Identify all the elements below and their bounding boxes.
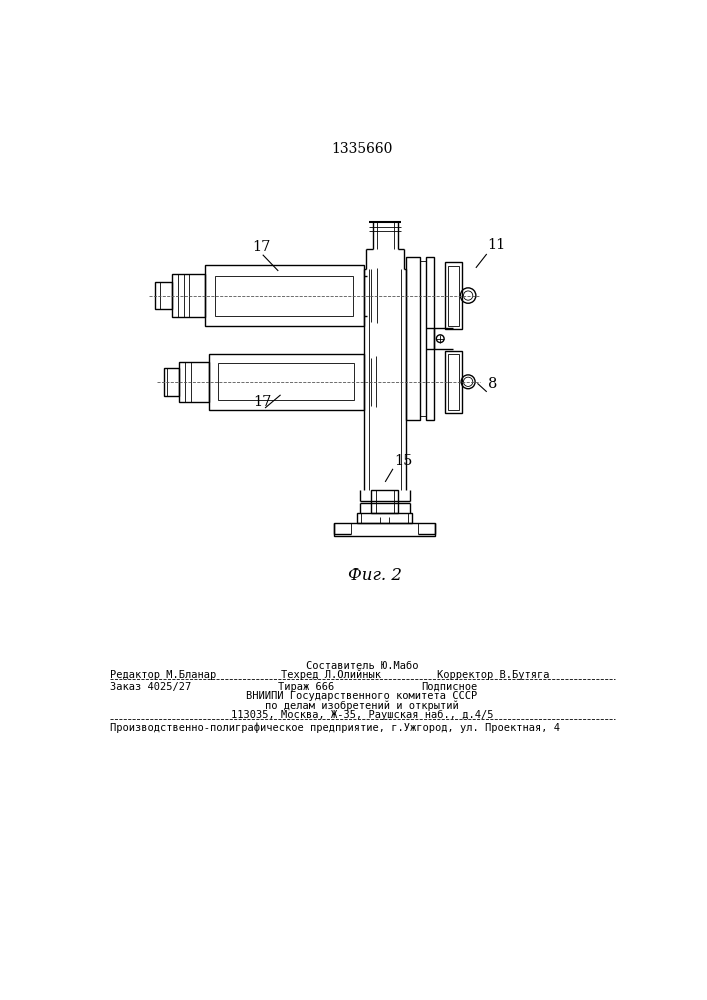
Bar bbox=[172, 274, 204, 317]
Text: по делам изобретений и открытий: по делам изобретений и открытий bbox=[265, 701, 459, 711]
Bar bbox=[445, 351, 462, 413]
Text: 8: 8 bbox=[488, 377, 497, 391]
Bar bbox=[216, 276, 353, 316]
Text: 11: 11 bbox=[488, 238, 506, 252]
Text: 1335660: 1335660 bbox=[332, 142, 392, 156]
Bar bbox=[218, 363, 354, 400]
Bar bbox=[204, 265, 363, 326]
Bar bbox=[448, 266, 459, 326]
Text: Фиг. 2: Фиг. 2 bbox=[348, 567, 402, 584]
Text: 15: 15 bbox=[395, 454, 413, 468]
Bar bbox=[406, 257, 420, 420]
Text: Корректор В.Бутяга: Корректор В.Бутяга bbox=[437, 670, 549, 680]
Text: Составитель Ю.Мабо: Составитель Ю.Мабо bbox=[305, 661, 419, 671]
Bar bbox=[334, 523, 435, 536]
Text: Тираж 666: Тираж 666 bbox=[279, 682, 334, 692]
Text: Подписное: Подписное bbox=[421, 682, 478, 692]
Text: Редактор М.Бланар: Редактор М.Бланар bbox=[110, 670, 216, 680]
Text: 113035, Москва, Ж-35, Раушская наб., д.4/5: 113035, Москва, Ж-35, Раушская наб., д.4… bbox=[230, 710, 493, 720]
Bar bbox=[420, 261, 426, 416]
Text: Заказ 4025/27: Заказ 4025/27 bbox=[110, 682, 192, 692]
Text: Производственно-полиграфическое предприятие, г.Ужгород, ул. Проектная, 4: Производственно-полиграфическое предприя… bbox=[110, 722, 560, 733]
Text: ВНИИПИ Государственного комитета СССР: ВНИИПИ Государственного комитета СССР bbox=[246, 691, 477, 701]
Bar bbox=[209, 354, 363, 410]
Bar bbox=[155, 282, 172, 309]
Text: Техред Л.Олийнык: Техред Л.Олийнык bbox=[281, 670, 380, 680]
Bar bbox=[357, 513, 411, 523]
Text: 17: 17 bbox=[254, 395, 272, 409]
Bar bbox=[163, 368, 179, 396]
Text: 17: 17 bbox=[252, 240, 270, 254]
Bar bbox=[445, 262, 462, 329]
Bar bbox=[426, 257, 434, 420]
Bar bbox=[371, 490, 398, 513]
Bar bbox=[179, 362, 209, 402]
Bar bbox=[448, 354, 459, 410]
